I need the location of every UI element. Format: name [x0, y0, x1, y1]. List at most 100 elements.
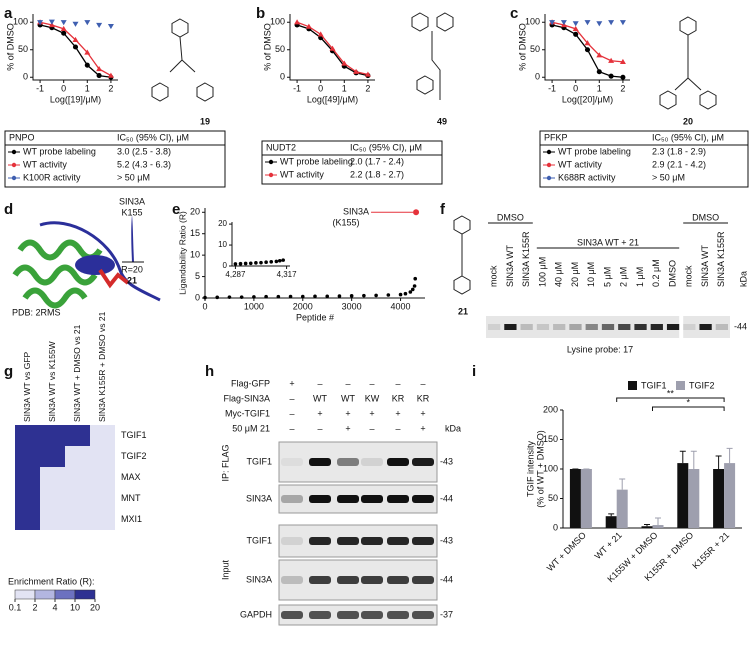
condition-value: – [345, 378, 350, 388]
significance-bracket [652, 406, 725, 411]
axis [32, 14, 118, 81]
condition-value: – [369, 423, 374, 433]
ratio-peak [131, 215, 134, 262]
marker [364, 71, 371, 77]
blot-band [412, 537, 434, 545]
lane-label: mock [489, 265, 499, 287]
row-label: TGIF1 [121, 430, 147, 440]
table-header: PNPO [9, 132, 35, 142]
x-tick-label: WT + 21 [593, 530, 624, 561]
blot-band [309, 458, 331, 466]
heat-cell [90, 446, 115, 467]
ring [416, 75, 434, 95]
bar [724, 463, 736, 528]
x-tick-label: 0 [61, 83, 66, 93]
legend-dot [546, 149, 552, 155]
x-axis-label: Log([49]/μM) [307, 94, 358, 104]
condition-value: – [289, 408, 294, 418]
marker [596, 21, 603, 27]
blot-band [337, 611, 359, 619]
helix [12, 264, 98, 286]
helix [75, 255, 115, 275]
data-point [281, 258, 285, 262]
legend-swatch [14, 589, 36, 600]
condition-value: WT [341, 393, 355, 403]
marker [96, 73, 102, 79]
ic50-value: 2.3 (1.8 - 2.9) [652, 146, 706, 156]
x-tick-label: 1 [85, 83, 90, 93]
y-tick-label: 100 [543, 463, 558, 473]
gel-band [618, 324, 631, 330]
y-tick-label: 10 [190, 250, 200, 260]
gel-band [683, 324, 696, 330]
heat-cell [90, 509, 115, 530]
blot-band [412, 576, 434, 584]
data-point [248, 261, 253, 266]
group-label: DMSO [692, 212, 719, 222]
structure-49 [411, 12, 454, 100]
heat-cell [15, 467, 40, 488]
data-point [264, 294, 268, 299]
lane-label: SIN3A K155R [716, 231, 726, 287]
blot-band [387, 537, 409, 545]
size-marker: -44 [440, 574, 453, 584]
lane-label: SIN3A WT [505, 244, 515, 287]
y-tick-label: 0 [280, 72, 285, 82]
condition-value: – [420, 378, 425, 388]
column-label: SIN3A K155R + DMSO vs 21 [97, 311, 107, 422]
heat-cell [15, 488, 40, 509]
condition-label: Myc-TGIF1 [225, 408, 270, 418]
x-tick-label: 2 [108, 83, 113, 93]
significance-label: ** [667, 388, 675, 398]
legend-dot [268, 172, 274, 178]
lane-label: 1 μM [635, 267, 645, 287]
structure-19 [151, 18, 214, 102]
ring [151, 82, 169, 102]
x-tick-label: 1 [597, 83, 602, 93]
ring [436, 12, 454, 32]
lane-label: SIN3A WT [700, 244, 710, 287]
x-tick-label: 3000 [342, 301, 362, 311]
lane-label: 10 μM [586, 262, 596, 287]
condition-label: 50 μM 21 [232, 423, 270, 433]
compound-label: 19 [200, 116, 210, 126]
blot-band [361, 611, 383, 619]
x-tick-label: 0 [202, 301, 207, 311]
marker [619, 20, 626, 26]
legend-tick-label: 2 [32, 602, 37, 612]
blot-band [387, 495, 409, 503]
heat-cell [40, 446, 65, 467]
blot-band [309, 611, 331, 619]
size-marker: -44 [734, 321, 747, 331]
annotation: (K155) [333, 218, 360, 228]
legend-swatch [34, 589, 56, 600]
ratio-label: R=20 [121, 264, 143, 274]
condition-value: + [345, 423, 350, 433]
pdb-label: PDB: 2RMS [12, 307, 61, 317]
data-point [254, 261, 258, 265]
marker [560, 20, 567, 26]
heat-cell [65, 446, 90, 467]
significance-bracket [616, 397, 725, 402]
bar [605, 516, 617, 528]
legend-swatch [54, 589, 76, 600]
ligand [98, 268, 130, 289]
x-tick-label: 2 [365, 83, 370, 93]
bonds [431, 31, 441, 100]
gel-band [585, 324, 598, 330]
data-point [349, 294, 354, 298]
row-label: TGIF2 [121, 451, 147, 461]
y-tick-label: 50 [18, 44, 28, 54]
bonds [674, 35, 702, 91]
marker [84, 62, 90, 68]
compound-label: 21 [127, 275, 137, 285]
blot-label: GAPDH [240, 609, 272, 619]
ring [453, 215, 471, 235]
blot-band [281, 576, 303, 584]
sin3a-chain [39, 221, 161, 302]
table-header: IC₅₀ (95% CI), μM [117, 132, 189, 142]
legend-label: TGIF2 [689, 380, 715, 390]
ring [453, 275, 471, 295]
ic50-value: 2.0 (1.7 - 2.4) [350, 156, 404, 166]
